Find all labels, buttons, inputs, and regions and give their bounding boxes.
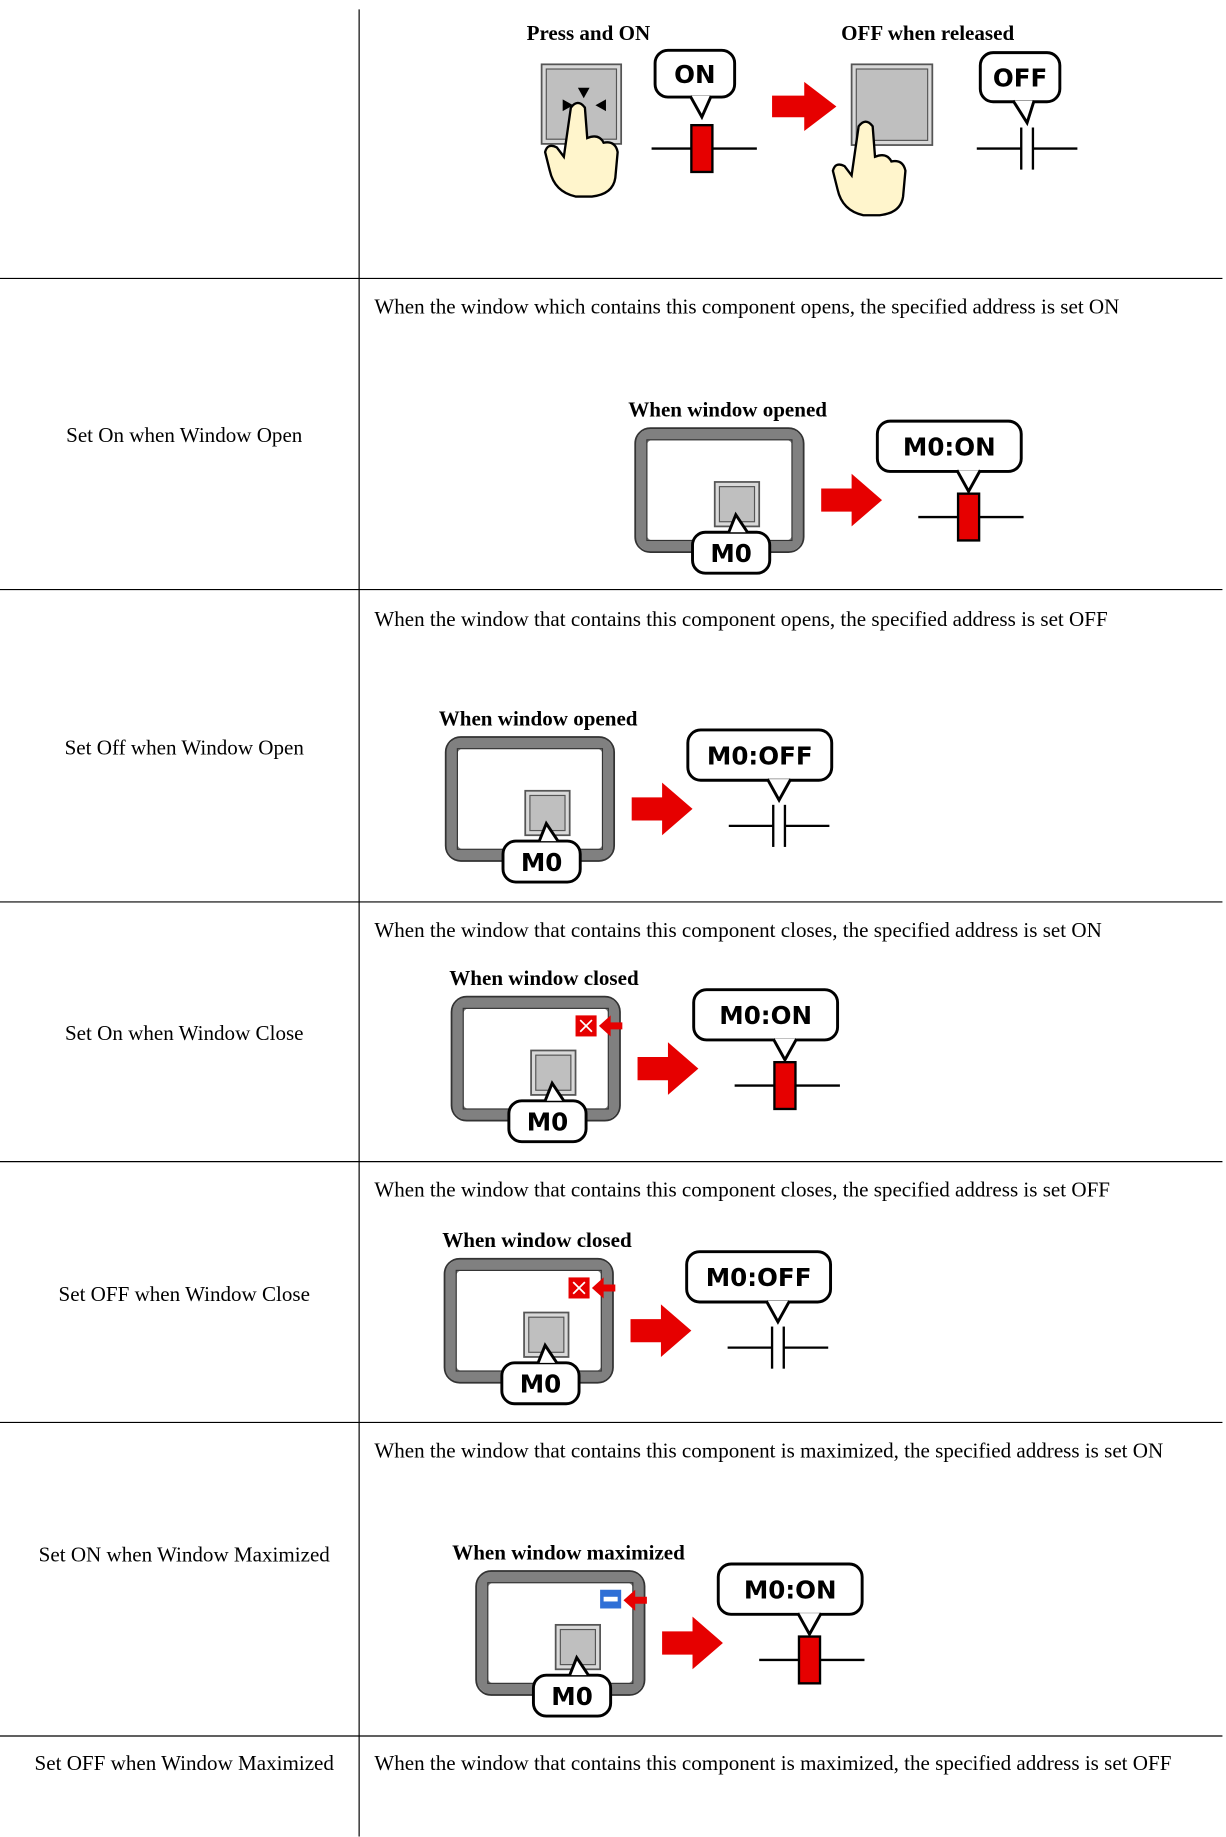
coil-on	[956, 492, 981, 542]
hand	[543, 101, 619, 198]
caption: When window opened	[628, 397, 827, 421]
press-marker	[562, 99, 574, 112]
callout-tail-edge	[727, 511, 749, 534]
pointer-arrow	[623, 1589, 647, 1611]
row-description: When the window that contains this compo…	[374, 607, 1108, 631]
row-label: Set On when Window Open	[66, 423, 303, 447]
callout-text: M0:OFF	[707, 741, 813, 770]
callout-tail-edge	[536, 1342, 559, 1364]
row-description: When the window that contains this compo…	[374, 1438, 1164, 1463]
callout-tail	[956, 470, 981, 492]
callout-tail-edge	[955, 469, 982, 495]
callout-tail-edge	[766, 778, 793, 804]
row-description: When the window that contains this compo…	[374, 918, 1102, 942]
callout-text: M0:OFF	[706, 1263, 812, 1292]
callout-tail-edge	[796, 1612, 823, 1638]
row-description: When the window that contains this compo…	[374, 1177, 1111, 1202]
red-arrow	[630, 1304, 692, 1357]
press-marker	[577, 87, 590, 99]
callout	[692, 988, 840, 1042]
pointer-arrow	[598, 1015, 623, 1037]
row-label: Set OFF when Window Maximized	[34, 1751, 334, 1775]
caption: OFF when released	[841, 21, 1014, 45]
callout-tail-edge	[688, 95, 713, 121]
callout-text: M0	[551, 1682, 593, 1711]
callout	[686, 728, 834, 782]
red-arrow	[637, 1042, 699, 1095]
callout-tail-edge	[1011, 99, 1036, 127]
close-icon-x	[572, 1281, 586, 1295]
close-icon-x	[579, 1019, 593, 1033]
callout	[716, 1562, 864, 1616]
callout	[875, 419, 1023, 473]
callout-tail	[767, 779, 791, 801]
caption: When window closed	[442, 1228, 632, 1252]
row-label: Set ON when Window Maximized	[38, 1542, 330, 1567]
callout-tail	[797, 1613, 822, 1635]
callout-text: M0	[527, 1108, 569, 1137]
caption: When window maximized	[452, 1540, 685, 1564]
callout-tail-edge	[543, 1080, 566, 1102]
row-description: When the window that contains this compo…	[374, 1751, 1172, 1775]
coil-on	[690, 123, 714, 174]
row-description: When the window which contains this comp…	[374, 294, 1120, 319]
maximize-icon-bar	[603, 1596, 618, 1602]
callout-tail	[773, 1038, 797, 1060]
callout-text: OFF	[993, 64, 1047, 93]
press-marker	[595, 99, 606, 112]
callout	[685, 1250, 833, 1304]
coil-on	[773, 1061, 797, 1111]
callout-tail-edge	[568, 1654, 590, 1676]
caption: When window opened	[439, 706, 638, 730]
coil-on	[797, 1635, 822, 1685]
red-arrow	[631, 782, 693, 836]
caption: Press and ON	[527, 21, 651, 45]
callout-text: M0:ON	[903, 433, 996, 462]
callout-text: M0	[710, 539, 752, 568]
red-arrow	[821, 473, 883, 527]
callout-text: ON	[674, 60, 715, 89]
row-label: Set Off when Window Open	[64, 735, 304, 760]
hand	[831, 120, 907, 217]
row-label: Set On when Window Close	[64, 1021, 304, 1045]
callout-text: M0	[520, 1370, 562, 1399]
callout-tail-edge	[764, 1300, 791, 1325]
red-arrow	[772, 81, 837, 132]
callout-tail	[766, 1300, 790, 1322]
row-label: Set OFF when Window Close	[58, 1282, 310, 1306]
callout-tail-edge	[537, 820, 560, 842]
red-arrow	[662, 1616, 723, 1670]
callout-text: M0:ON	[744, 1576, 837, 1605]
caption: When window closed	[449, 966, 639, 990]
callout-text: M0:ON	[719, 1001, 812, 1030]
callout-text: M0	[521, 848, 563, 877]
pointer-arrow	[591, 1277, 616, 1299]
callout-tail-edge	[771, 1038, 798, 1063]
callout-tail	[690, 95, 712, 117]
